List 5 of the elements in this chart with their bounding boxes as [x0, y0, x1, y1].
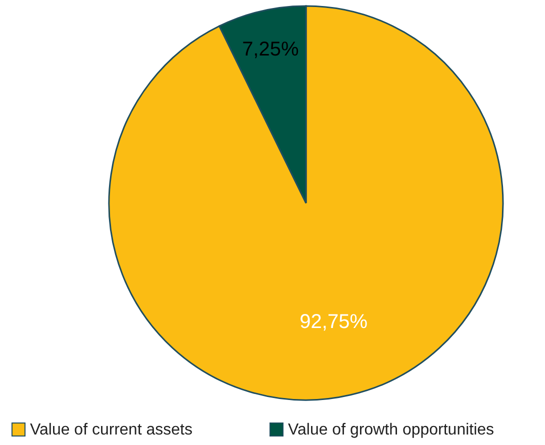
legend-label: Value of growth opportunities — [288, 422, 494, 438]
legend-label: Value of current assets — [30, 422, 192, 438]
pie-slice — [108, 5, 504, 401]
data-label: 92,75% — [300, 310, 368, 333]
data-label: 7,25% — [242, 38, 299, 60]
